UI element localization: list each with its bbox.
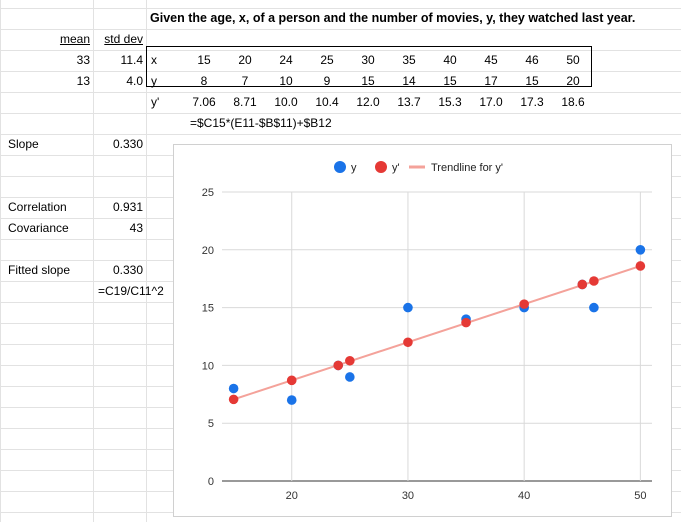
y-tick-label: 25	[202, 187, 214, 199]
trendline	[233, 265, 641, 401]
data-table-border	[146, 46, 592, 87]
y-tick-label: 5	[208, 418, 214, 430]
y-data-point	[345, 372, 355, 382]
slope-label[interactable]: Slope	[8, 137, 39, 151]
y-data-point	[286, 395, 297, 405]
mean-header[interactable]: mean	[59, 32, 90, 46]
y-value-cell[interactable]: 9	[323, 74, 331, 88]
x-value-cell[interactable]: 46	[525, 53, 539, 67]
y-tick-label: 15	[202, 303, 214, 315]
yprime-value-cell[interactable]: 7.06	[192, 95, 216, 109]
fitted-slope-formula[interactable]: =C19/C11^2	[98, 284, 164, 298]
x-value-cell[interactable]: 15	[197, 53, 211, 67]
y-data-point	[403, 302, 413, 313]
y-data-point	[635, 245, 646, 255]
scatter-chart[interactable]: 0 5 10 15 20 25 20 30 40 50 y y' Trendline for y'	[173, 144, 672, 517]
yprime-value-cell[interactable]: 18.6	[561, 95, 585, 109]
yprime-data-point	[635, 261, 646, 271]
y-data-point	[228, 383, 239, 394]
yprime-formula[interactable]: =$C15*(E11-$B$11)+$B12	[190, 116, 332, 130]
covariance-label[interactable]: Covariance	[8, 221, 69, 235]
y-tick-label: 0	[208, 476, 214, 488]
x-value-cell[interactable]: 40	[443, 53, 457, 67]
x-tick-label: 40	[518, 490, 530, 502]
yprime-data-point	[589, 276, 599, 286]
yprime-data-point	[461, 317, 471, 328]
yprime-value-cell[interactable]: 8.71	[233, 95, 257, 109]
x-value-cell[interactable]: 25	[320, 53, 334, 67]
yprime-value-cell[interactable]: 17.0	[479, 95, 503, 109]
yprime-data-point	[228, 394, 239, 405]
yprime-data-point	[403, 337, 413, 348]
y-data-point	[589, 302, 599, 313]
legend-label: y	[351, 162, 357, 174]
y-value-cell[interactable]: 17	[484, 74, 498, 88]
x-value-cell[interactable]: 35	[402, 53, 416, 67]
covariance-value[interactable]: 43	[129, 221, 143, 235]
fitted-slope-value[interactable]: 0.330	[112, 263, 143, 277]
chart-svg: 0 5 10 15 20 25 20 30 40 50 y y' Trendline for y'	[202, 161, 652, 502]
mean-y-value[interactable]: 13	[76, 74, 90, 88]
stddev-x-value[interactable]: 11.4	[120, 53, 143, 67]
yprime-data-point	[333, 360, 344, 371]
x-tick-label: 50	[634, 490, 646, 502]
fitted-slope-label[interactable]: Fitted slope	[8, 263, 71, 277]
x-tick-label: 30	[402, 490, 414, 502]
slope-value[interactable]: 0.330	[112, 137, 143, 151]
yprime-value-cell[interactable]: 17.3	[520, 95, 544, 109]
y-value-cell[interactable]: 10	[279, 74, 293, 88]
legend-label: Trendline for y'	[431, 162, 503, 174]
x-tick-label: 20	[286, 490, 298, 502]
y-value-cell[interactable]: 8	[200, 74, 208, 88]
correlation-label[interactable]: Correlation	[8, 200, 67, 214]
legend-label: y'	[392, 162, 400, 174]
yprime-row-label[interactable]: y'	[151, 95, 160, 109]
y-value-cell[interactable]: 15	[443, 74, 457, 88]
yprime-data-point	[577, 279, 588, 290]
column-divider	[146, 0, 147, 522]
yprime-data-point	[519, 299, 529, 309]
y-value-cell[interactable]: 14	[402, 74, 416, 88]
yprime-data-point	[286, 375, 297, 386]
stddev-y-value[interactable]: 4.0	[126, 74, 143, 88]
x-value-cell[interactable]: 24	[279, 53, 293, 67]
yprime-data-point	[345, 355, 355, 366]
legend-yprime-marker	[375, 161, 387, 173]
stddev-header[interactable]: std dev	[104, 32, 143, 46]
x-row-label[interactable]: x	[151, 53, 157, 67]
x-value-cell[interactable]: 50	[566, 53, 580, 67]
yprime-value-cell[interactable]: 10.4	[315, 95, 339, 109]
y-value-cell[interactable]: 20	[566, 74, 580, 88]
legend-y-marker	[334, 161, 346, 173]
y-tick-label: 20	[202, 245, 214, 257]
y-value-cell[interactable]: 15	[361, 74, 375, 88]
y-tick-label: 10	[202, 360, 214, 372]
sheet-title[interactable]: Given the age, x, of a person and the nu…	[150, 11, 636, 25]
y-value-cell[interactable]: 15	[525, 74, 539, 88]
y-row-label[interactable]: y	[151, 74, 157, 88]
yprime-value-cell[interactable]: 12.0	[356, 95, 380, 109]
x-value-cell[interactable]: 20	[238, 53, 252, 67]
x-value-cell[interactable]: 45	[484, 53, 498, 67]
correlation-value[interactable]: 0.931	[112, 200, 143, 214]
x-value-cell[interactable]: 30	[361, 53, 375, 67]
yprime-value-cell[interactable]: 15.3	[438, 95, 462, 109]
y-value-cell[interactable]: 7	[241, 74, 249, 88]
column-divider	[93, 0, 94, 522]
yprime-value-cell[interactable]: 10.0	[274, 95, 298, 109]
mean-x-value[interactable]: 33	[76, 53, 90, 67]
yprime-value-cell[interactable]: 13.7	[397, 95, 421, 109]
